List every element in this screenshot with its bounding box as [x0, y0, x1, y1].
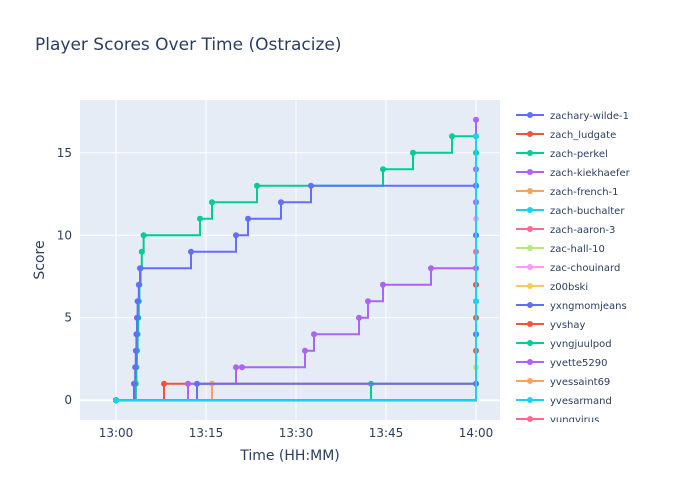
data-point — [138, 248, 145, 255]
data-point — [254, 182, 260, 189]
data-point — [473, 116, 479, 123]
x-axis: 13:00 13:15 13:30 13:45 14:00 — [99, 426, 494, 440]
legend-swatch-marker — [527, 112, 533, 118]
legend-swatch-marker — [527, 397, 533, 403]
data-point — [188, 248, 194, 255]
x-tick-label: 14:00 — [459, 426, 494, 440]
data-point — [380, 281, 386, 288]
series-24 — [113, 133, 479, 404]
data-point — [140, 232, 147, 239]
x-tick-label: 13:00 — [99, 426, 134, 440]
legend-item-label: zach_ludgate — [550, 130, 616, 141]
data-point — [308, 182, 314, 189]
data-point — [473, 133, 479, 140]
legend-swatch-marker — [527, 416, 533, 422]
legend-swatch-marker — [527, 131, 533, 137]
data-point — [449, 133, 455, 140]
data-point — [197, 215, 203, 222]
legend-item-label: zac-chouinard — [550, 263, 620, 274]
data-point — [356, 314, 362, 321]
legend-item-label: zach-kiekhaefer — [550, 168, 631, 179]
legend-item-label: zach-buchalter — [550, 206, 625, 217]
y-tick-label: 10 — [57, 228, 72, 242]
legend-item-label: yvette5290 — [550, 358, 607, 369]
data-point — [380, 166, 386, 173]
data-point — [239, 364, 245, 371]
series-zach-kiekhaefer — [113, 116, 479, 404]
legend-item-label: z00bski — [550, 282, 588, 293]
legend-item-label: zach-aaron-3 — [550, 225, 615, 236]
legend-swatch-marker — [527, 283, 533, 289]
legend-swatch-marker — [527, 378, 533, 384]
x-tick-label: 13:15 — [189, 426, 224, 440]
data-point — [137, 265, 143, 272]
legend-item-label: yvngjuulpod — [550, 339, 612, 350]
chart-title: Player Scores Over Time (Ostracize) — [35, 35, 342, 55]
x-tick-label: 13:45 — [369, 426, 404, 440]
data-point — [134, 314, 140, 321]
legend-item-label: yxngmomjeans — [550, 301, 627, 312]
legend-item-label: yvesarmand — [550, 396, 612, 407]
y-tick-label: 5 — [64, 311, 72, 325]
y-tick-label: 0 — [64, 393, 72, 407]
data-point — [131, 380, 137, 387]
legend-swatch-marker — [527, 226, 533, 232]
series-line — [116, 136, 477, 402]
data-point — [311, 331, 317, 338]
legend-swatch-marker — [527, 150, 533, 156]
legend-item-label: yvessaint69 — [550, 377, 610, 388]
data-point — [113, 397, 119, 404]
y-axis-title: Score — [32, 240, 48, 279]
y-tick-label: 15 — [57, 146, 72, 160]
legend-swatch-marker — [527, 264, 533, 270]
legend-item-label: zach-french-1 — [550, 187, 619, 198]
data-point — [245, 215, 251, 222]
series-line — [116, 119, 477, 402]
legend-swatch-marker — [527, 321, 533, 327]
data-point — [302, 347, 308, 354]
legend-swatch-marker — [527, 188, 533, 194]
legend: zachary-wilde-1 zach_ludgate zach-perkel za… — [516, 111, 631, 426]
series-layer — [113, 116, 479, 404]
plot-area — [80, 100, 500, 420]
data-point — [278, 199, 284, 206]
legend-item-label: zachary-wilde-1 — [550, 111, 629, 122]
data-point — [233, 364, 239, 371]
data-point — [185, 380, 191, 387]
data-point — [134, 298, 141, 305]
data-point — [428, 265, 434, 272]
x-axis-title: Time (HH:MM) — [239, 448, 340, 464]
data-point — [132, 364, 139, 371]
data-point — [209, 199, 215, 206]
legend-swatch-marker — [527, 245, 533, 251]
data-point — [233, 232, 239, 239]
legend-swatch-marker — [527, 340, 533, 346]
data-point — [410, 149, 416, 156]
data-point — [133, 331, 140, 338]
legend-item-label: zac-hall-10 — [550, 244, 605, 255]
y-axis: 0 5 10 15 — [57, 146, 72, 407]
data-point — [365, 298, 371, 305]
data-point — [132, 347, 139, 354]
legend-item-label: yvshay — [550, 320, 586, 331]
legend-item-label: yungvirus — [550, 415, 599, 426]
legend-swatch-marker — [527, 207, 533, 213]
legend-swatch-marker — [527, 169, 533, 175]
data-point — [194, 380, 200, 387]
data-point — [161, 380, 167, 387]
legend-item-label: zach-perkel — [550, 149, 608, 160]
x-tick-label: 13:30 — [279, 426, 314, 440]
data-point — [135, 281, 142, 288]
legend-swatch-marker — [527, 359, 533, 365]
legend-swatch-marker — [527, 302, 533, 308]
